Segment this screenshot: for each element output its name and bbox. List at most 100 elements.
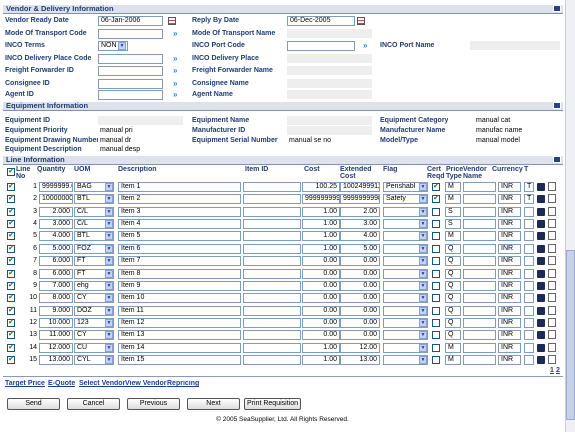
description-input[interactable]: Item 2 bbox=[118, 194, 241, 204]
quantity-input[interactable]: 12.000 bbox=[39, 343, 73, 353]
cert-checkbox[interactable]: ✔ bbox=[432, 195, 440, 203]
lookup-icon[interactable]: » bbox=[173, 80, 178, 87]
dropdown-button[interactable]: ▼ bbox=[105, 319, 113, 327]
cert-checkbox[interactable] bbox=[432, 232, 440, 240]
extended-cost-input[interactable]: 3.00 bbox=[340, 219, 380, 229]
t-input[interactable] bbox=[524, 343, 534, 353]
extended-cost-input[interactable]: 0.00 bbox=[340, 293, 380, 303]
cost-input[interactable]: 0.00 bbox=[302, 330, 340, 340]
dropdown-button[interactable]: ▼ bbox=[105, 257, 113, 265]
quantity-input[interactable]: 6.000 bbox=[39, 269, 73, 279]
vendor-name-input[interactable] bbox=[463, 219, 496, 229]
page-link[interactable]: 1 bbox=[550, 367, 554, 374]
uom-select[interactable]: BAG bbox=[74, 182, 114, 192]
cert-checkbox[interactable] bbox=[432, 294, 440, 302]
currency-input[interactable]: INR bbox=[498, 256, 521, 266]
vendor-icon[interactable] bbox=[537, 344, 545, 352]
currency-input[interactable]: INR bbox=[498, 194, 521, 204]
quantity-input[interactable]: 2.000 bbox=[39, 207, 73, 217]
collapse-icon[interactable] bbox=[553, 156, 561, 163]
vendor-icon[interactable] bbox=[537, 195, 545, 203]
quantity-input[interactable]: 3.000 bbox=[39, 219, 73, 229]
dropdown-button[interactable]: ▼ bbox=[105, 195, 113, 203]
quantity-input[interactable]: 4.000 bbox=[39, 231, 73, 241]
dropdown-button[interactable]: ▼ bbox=[105, 294, 113, 302]
t-input[interactable] bbox=[524, 318, 534, 328]
dropdown-button[interactable]: ▼ bbox=[419, 270, 427, 278]
dropdown-button[interactable]: ▼ bbox=[105, 344, 113, 352]
price-type-input[interactable]: Q bbox=[445, 293, 461, 303]
item-id-input[interactable] bbox=[243, 318, 301, 328]
item-id-input[interactable] bbox=[243, 231, 301, 241]
flag-select[interactable] bbox=[383, 293, 428, 303]
currency-input[interactable]: INR bbox=[498, 244, 521, 254]
vendor-name-input[interactable] bbox=[463, 256, 496, 266]
cert-checkbox[interactable] bbox=[432, 331, 440, 339]
price-type-input[interactable]: S bbox=[445, 207, 461, 217]
vendor-icon[interactable] bbox=[537, 270, 545, 278]
vendor-name-input[interactable] bbox=[463, 343, 496, 353]
note-icon[interactable] bbox=[548, 244, 556, 253]
row-checkbox[interactable]: ✔ bbox=[7, 232, 15, 240]
vendor-name-input[interactable] bbox=[463, 330, 496, 340]
dropdown-button[interactable]: ▼ bbox=[419, 257, 427, 265]
description-input[interactable]: Item 10 bbox=[118, 293, 241, 303]
vendor-name-input[interactable] bbox=[463, 182, 496, 192]
lookup-icon[interactable]: » bbox=[173, 67, 178, 74]
row-checkbox[interactable]: ✔ bbox=[7, 356, 15, 364]
note-icon[interactable] bbox=[548, 256, 556, 265]
vendor-name-input[interactable] bbox=[463, 281, 496, 291]
flag-select[interactable] bbox=[383, 244, 428, 254]
uom-select[interactable]: C/L bbox=[74, 207, 114, 217]
input-field[interactable] bbox=[98, 29, 163, 39]
button[interactable]: Print Requisition bbox=[244, 398, 301, 410]
price-type-input[interactable]: Q bbox=[445, 330, 461, 340]
vendor-icon[interactable] bbox=[537, 282, 545, 290]
item-id-input[interactable] bbox=[243, 256, 301, 266]
cost-input[interactable]: 0.00 bbox=[302, 318, 340, 328]
dropdown-button[interactable]: ▼ bbox=[105, 208, 113, 216]
select-all-checkbox[interactable]: ✔ bbox=[7, 168, 15, 176]
vendor-name-input[interactable] bbox=[463, 269, 496, 279]
cert-checkbox[interactable]: ✔ bbox=[432, 183, 440, 191]
button[interactable]: Cancel bbox=[67, 398, 120, 410]
extended-cost-input[interactable]: 13.00 bbox=[340, 355, 380, 365]
action-link[interactable]: Repricing bbox=[167, 380, 200, 387]
t-input[interactable] bbox=[524, 293, 534, 303]
extended-cost-input[interactable]: 4.00 bbox=[340, 231, 380, 241]
uom-select[interactable]: CU bbox=[74, 343, 114, 353]
cert-checkbox[interactable] bbox=[432, 307, 440, 315]
description-input[interactable]: Item 1 bbox=[118, 182, 241, 192]
quantity-input[interactable]: 10000000. bbox=[39, 194, 73, 204]
extended-cost-input[interactable]: 0.00 bbox=[340, 306, 380, 316]
dropdown-button[interactable]: ▼ bbox=[419, 245, 427, 253]
input-field[interactable] bbox=[98, 79, 163, 89]
vendor-name-input[interactable] bbox=[463, 318, 496, 328]
flag-select[interactable]: Safety bbox=[383, 194, 428, 204]
quantity-input[interactable]: 5.000 bbox=[39, 244, 73, 254]
collapse-icon[interactable] bbox=[553, 5, 561, 12]
extended-cost-input[interactable]: 2.00 bbox=[340, 207, 380, 217]
currency-input[interactable]: INR bbox=[498, 330, 521, 340]
lookup-icon[interactable]: » bbox=[173, 91, 178, 98]
currency-input[interactable]: INR bbox=[498, 343, 521, 353]
dropdown-button[interactable]: ▼ bbox=[105, 232, 113, 240]
flag-select[interactable]: Perishabl bbox=[383, 182, 428, 192]
cost-input[interactable]: 1.00 bbox=[302, 231, 340, 241]
uom-select[interactable]: BTL bbox=[74, 231, 114, 241]
item-id-input[interactable] bbox=[243, 330, 301, 340]
price-type-input[interactable]: Q bbox=[445, 281, 461, 291]
vendor-name-input[interactable] bbox=[463, 244, 496, 254]
t-input[interactable] bbox=[524, 207, 534, 217]
input-field[interactable] bbox=[98, 66, 163, 76]
row-checkbox[interactable]: ✔ bbox=[7, 331, 15, 339]
price-type-input[interactable]: M bbox=[445, 355, 461, 365]
dropdown-button[interactable]: ▼ bbox=[419, 307, 427, 315]
note-icon[interactable] bbox=[548, 281, 556, 290]
currency-input[interactable]: INR bbox=[498, 231, 521, 241]
cost-input[interactable]: 999999999 bbox=[302, 194, 340, 204]
extended-cost-input[interactable]: 0.00 bbox=[340, 256, 380, 266]
lookup-icon[interactable]: » bbox=[173, 55, 178, 62]
vendor-name-input[interactable] bbox=[463, 207, 496, 217]
price-type-input[interactable]: M bbox=[445, 194, 461, 204]
